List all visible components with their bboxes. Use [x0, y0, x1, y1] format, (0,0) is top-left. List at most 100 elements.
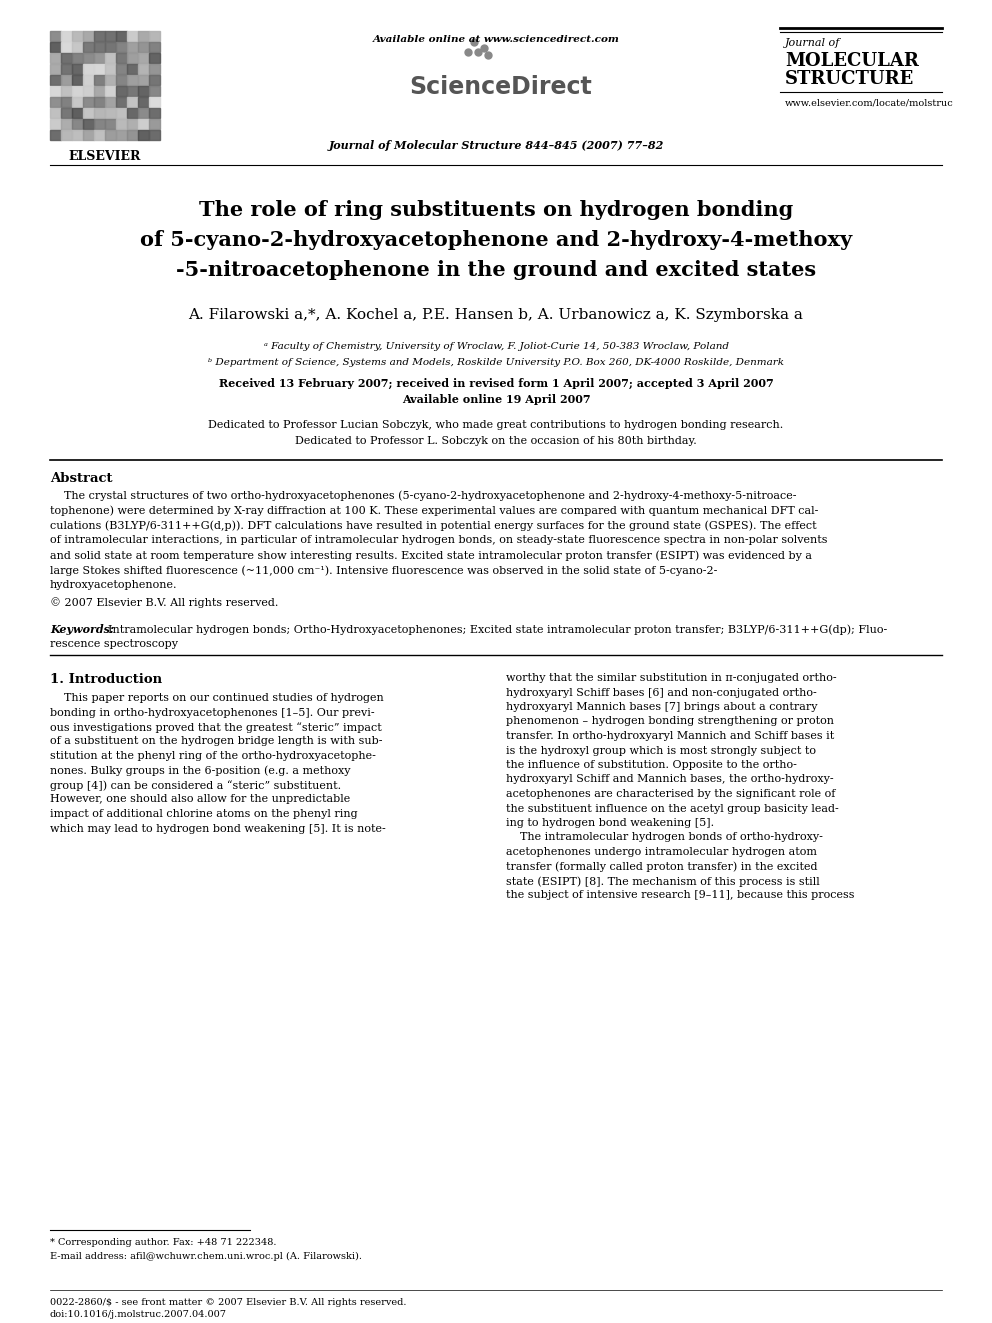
Bar — [94, 119, 104, 130]
Text: Keywords:: Keywords: — [50, 624, 114, 635]
Bar — [105, 97, 115, 107]
Bar — [116, 53, 127, 64]
Text: MOLECULAR: MOLECULAR — [785, 52, 919, 70]
Text: © 2007 Elsevier B.V. All rights reserved.: © 2007 Elsevier B.V. All rights reserved… — [50, 597, 279, 607]
Bar — [61, 41, 71, 52]
Bar — [50, 53, 61, 64]
Bar — [72, 86, 82, 97]
Bar — [50, 86, 61, 97]
Bar — [116, 41, 127, 52]
Text: STRUCTURE: STRUCTURE — [785, 70, 915, 89]
Bar — [83, 97, 93, 107]
Bar — [72, 107, 82, 118]
Text: ous investigations proved that the greatest “steric” impact: ous investigations proved that the great… — [50, 722, 382, 733]
Bar — [83, 74, 93, 85]
Text: large Stokes shifted fluorescence (~11,000 cm⁻¹). Intensive fluorescence was obs: large Stokes shifted fluorescence (~11,0… — [50, 565, 717, 576]
Bar — [50, 130, 61, 140]
Bar — [138, 86, 149, 97]
Bar — [105, 74, 115, 85]
Bar — [94, 74, 104, 85]
Bar — [105, 130, 115, 140]
Text: state (ESIPT) [8]. The mechanism of this process is still: state (ESIPT) [8]. The mechanism of this… — [506, 876, 819, 886]
Text: doi:10.1016/j.molstruc.2007.04.007: doi:10.1016/j.molstruc.2007.04.007 — [50, 1310, 227, 1319]
Bar — [149, 30, 160, 41]
Text: the influence of substitution. Opposite to the ortho-: the influence of substitution. Opposite … — [506, 759, 797, 770]
Bar — [105, 86, 115, 97]
Text: hydroxyaryl Schiff and Mannich bases, the ortho-hydroxy-: hydroxyaryl Schiff and Mannich bases, th… — [506, 774, 833, 785]
Bar — [138, 30, 149, 41]
Bar — [105, 64, 115, 74]
Text: ScienceDirect: ScienceDirect — [410, 75, 592, 99]
Bar — [149, 97, 160, 107]
Text: bonding in ortho-hydroxyacetophenones [1–5]. Our previ-: bonding in ortho-hydroxyacetophenones [1… — [50, 708, 375, 717]
Text: rescence spectroscopy: rescence spectroscopy — [50, 639, 178, 650]
Bar — [138, 41, 149, 52]
Bar — [94, 86, 104, 97]
Text: phenomenon – hydrogen bonding strengthening or proton: phenomenon – hydrogen bonding strengthen… — [506, 717, 834, 726]
Text: is the hydroxyl group which is most strongly subject to: is the hydroxyl group which is most stro… — [506, 745, 816, 755]
Text: stitution at the phenyl ring of the ortho-hydroxyacetophe-: stitution at the phenyl ring of the orth… — [50, 751, 376, 761]
Bar — [149, 53, 160, 64]
Bar — [127, 130, 138, 140]
Bar — [50, 107, 61, 118]
Text: 1. Introduction: 1. Introduction — [50, 673, 162, 687]
Text: * Corresponding author. Fax: +48 71 222348.: * Corresponding author. Fax: +48 71 2223… — [50, 1238, 277, 1248]
Bar — [83, 119, 93, 130]
Text: nones. Bulky groups in the 6-position (e.g. a methoxy: nones. Bulky groups in the 6-position (e… — [50, 766, 350, 777]
Text: of intramolecular interactions, in particular of intramolecular hydrogen bonds, : of intramolecular interactions, in parti… — [50, 534, 827, 545]
Bar — [116, 130, 127, 140]
Bar — [149, 130, 160, 140]
Text: Available online 19 April 2007: Available online 19 April 2007 — [402, 394, 590, 405]
Text: which may lead to hydrogen bond weakening [5]. It is note-: which may lead to hydrogen bond weakenin… — [50, 823, 386, 833]
Bar — [50, 74, 61, 85]
Text: ᵇ Department of Science, Systems and Models, Roskilde University P.O. Box 260, D: ᵇ Department of Science, Systems and Mod… — [208, 359, 784, 366]
Bar — [149, 74, 160, 85]
Bar — [61, 64, 71, 74]
Bar — [72, 30, 82, 41]
Text: hydroxyacetophenone.: hydroxyacetophenone. — [50, 579, 178, 590]
Bar — [50, 41, 61, 52]
Bar — [105, 107, 115, 118]
Bar — [149, 107, 160, 118]
Bar — [116, 119, 127, 130]
Bar — [138, 130, 149, 140]
Bar — [127, 97, 138, 107]
Bar — [116, 74, 127, 85]
Text: The crystal structures of two ortho-hydroxyacetophenones (5-cyano-2-hydroxyaceto: The crystal structures of two ortho-hydr… — [50, 490, 797, 500]
Text: A. Filarowski a,*, A. Kochel a, P.E. Hansen b, A. Urbanowicz a, K. Szymborska a: A. Filarowski a,*, A. Kochel a, P.E. Han… — [188, 308, 804, 321]
Bar — [138, 64, 149, 74]
Bar — [138, 74, 149, 85]
Bar — [127, 30, 138, 41]
Bar — [61, 97, 71, 107]
Bar — [94, 53, 104, 64]
Text: tophenone) were determined by X-ray diffraction at 100 K. These experimental val: tophenone) were determined by X-ray diff… — [50, 505, 818, 516]
Text: and solid state at room temperature show interesting results. Excited state intr: and solid state at room temperature show… — [50, 550, 812, 561]
Bar — [105, 53, 115, 64]
Text: hydroxyaryl Mannich bases [7] brings about a contrary: hydroxyaryl Mannich bases [7] brings abo… — [506, 703, 817, 712]
Bar — [127, 86, 138, 97]
Bar — [83, 53, 93, 64]
Bar — [72, 97, 82, 107]
Bar — [83, 41, 93, 52]
Bar — [105, 41, 115, 52]
Text: Dedicated to Professor L. Sobczyk on the occasion of his 80th birthday.: Dedicated to Professor L. Sobczyk on the… — [296, 437, 696, 446]
Bar — [127, 119, 138, 130]
Bar — [50, 64, 61, 74]
Bar — [61, 130, 71, 140]
Bar — [94, 97, 104, 107]
Text: E-mail address: afil@wchuwr.chem.uni.wroc.pl (A. Filarowski).: E-mail address: afil@wchuwr.chem.uni.wro… — [50, 1252, 362, 1261]
Bar — [61, 119, 71, 130]
Bar — [72, 41, 82, 52]
Text: impact of additional chlorine atoms on the phenyl ring: impact of additional chlorine atoms on t… — [50, 808, 358, 819]
Text: acetophenones undergo intramolecular hydrogen atom: acetophenones undergo intramolecular hyd… — [506, 847, 817, 857]
Bar — [149, 86, 160, 97]
Bar — [127, 53, 138, 64]
Text: of 5-cyano-2-hydroxyacetophenone and 2-hydroxy-4-methoxy: of 5-cyano-2-hydroxyacetophenone and 2-h… — [140, 230, 852, 250]
Text: acetophenones are characterised by the significant role of: acetophenones are characterised by the s… — [506, 789, 835, 799]
Bar — [72, 74, 82, 85]
Bar — [83, 64, 93, 74]
Text: the substituent influence on the acetyl group basicity lead-: the substituent influence on the acetyl … — [506, 803, 839, 814]
Bar — [83, 30, 93, 41]
Text: the subject of intensive research [9–11], because this process: the subject of intensive research [9–11]… — [506, 890, 854, 901]
Text: ᵃ Faculty of Chemistry, University of Wroclaw, F. Joliot-Curie 14, 50-383 Wrocla: ᵃ Faculty of Chemistry, University of Wr… — [264, 343, 728, 351]
